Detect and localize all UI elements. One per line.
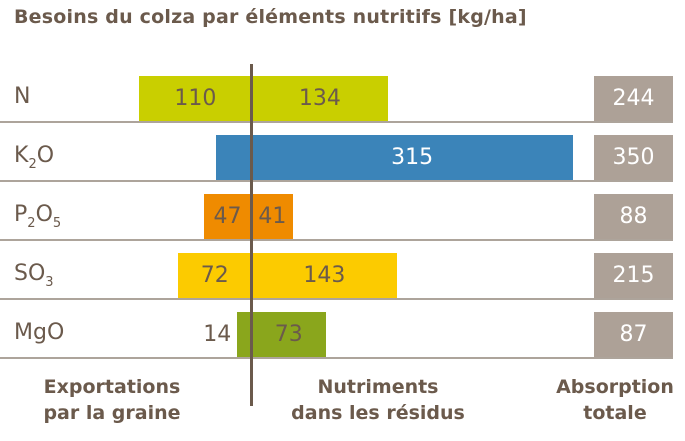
category-label-part: 3 [45,275,54,290]
category-label-part: MgO [14,320,65,345]
legend-residus-line2: dans les résidus [291,402,465,424]
value-residus: 41 [258,204,287,229]
bar-exportations [178,253,252,299]
category-label-part: 2 [27,216,36,231]
bar-residus [251,253,398,299]
legend-absorption: Absorption totale [545,374,685,426]
value-absorption-totale: 88 [594,194,673,240]
bar-exportations [237,312,252,358]
value-absorption-totale: 244 [594,76,673,122]
value-residus: 143 [303,263,346,288]
value-residus: 134 [298,86,341,111]
bar-exportations [215,135,252,181]
value-residus: 315 [391,145,434,170]
category-label-part: P [14,202,28,227]
row-separator [0,180,673,182]
category-label-part: O [36,143,55,168]
row-separator [0,239,673,241]
bar-residus [251,135,573,181]
chart-title: Besoins du colza par éléments nutritifs … [14,6,527,28]
value-residus: 73 [274,322,303,347]
category-label: K2O [14,143,54,172]
bar-residus [251,76,389,122]
category-label: MgO [14,320,64,345]
legend-absorption-line2: totale [583,402,647,424]
value-absorption-totale: 215 [594,253,673,299]
legend-exportations-line1: Exportations [43,376,181,398]
value-exportations: 72 [200,263,229,288]
value-absorption-totale: 350 [594,135,673,181]
category-label-part: SO [14,261,46,286]
row-separator [0,298,673,300]
bar-residus [251,194,294,240]
legend-exportations-line2: par la graine [43,402,181,424]
value-exportations: 35 [181,145,210,170]
category-label-part: 2 [28,157,37,172]
bar-exportations [203,194,252,240]
category-label-part: N [14,84,31,109]
legend-residus-line1: Nutriments [317,376,439,398]
category-label: SO3 [14,261,54,290]
category-label-part: O [35,202,53,227]
row-separator [0,357,673,359]
bar-exportations [139,76,252,122]
row-separator [0,121,673,123]
category-label-part: 5 [52,216,62,231]
bar-residus [251,312,326,358]
center-axis [250,64,253,406]
legend-residus: Nutriments dans les résidus [278,374,478,426]
legend-absorption-line1: Absorption [556,376,674,398]
value-exportations: 110 [174,86,217,111]
value-absorption-totale: 87 [594,312,673,358]
legend-exportations: Exportations par la graine [22,374,202,426]
value-exportations: 14 [203,322,232,347]
value-exportations: 47 [213,204,242,229]
category-label-part: K [14,143,29,168]
category-label: P2O5 [14,202,61,231]
category-label: N [14,84,30,109]
